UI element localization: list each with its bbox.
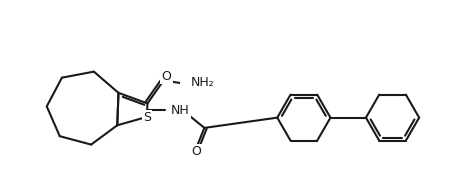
Text: O: O xyxy=(191,145,202,158)
Text: NH₂: NH₂ xyxy=(191,76,215,89)
Text: O: O xyxy=(162,70,172,83)
Text: S: S xyxy=(143,111,151,124)
Text: NH: NH xyxy=(171,104,190,117)
